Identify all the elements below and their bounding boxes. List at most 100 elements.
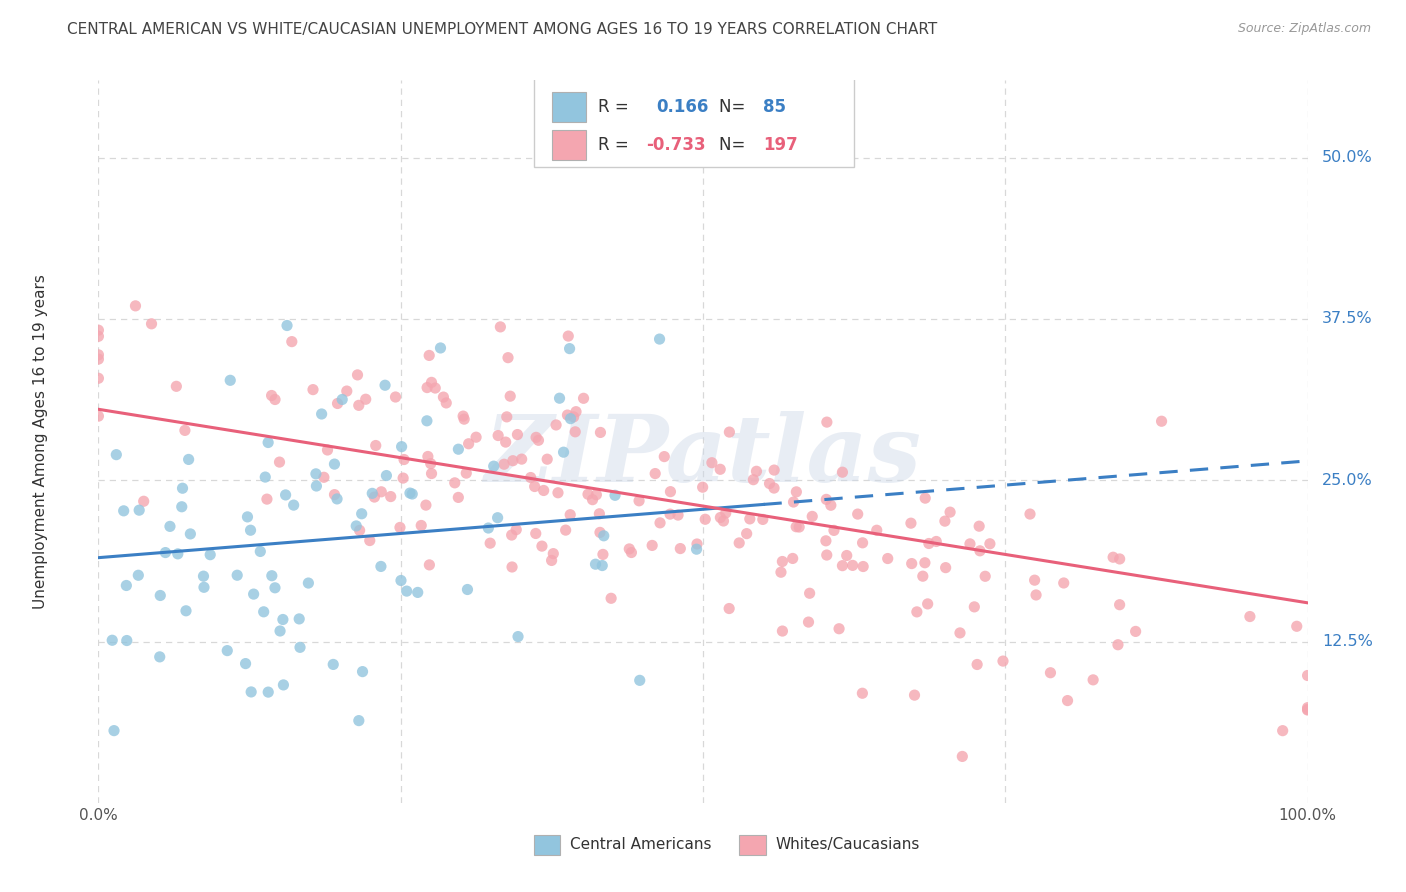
Point	[752, 512, 775, 526]
Point	[841, 558, 863, 573]
Point	[236, 509, 259, 524]
Text: 0.166: 0.166	[655, 98, 709, 116]
Text: -0.733: -0.733	[647, 136, 706, 154]
Point	[264, 392, 287, 407]
Text: 12.5%: 12.5%	[1322, 634, 1374, 649]
Point	[1053, 576, 1076, 591]
Point	[326, 396, 349, 410]
Point	[745, 464, 768, 478]
Point	[1102, 550, 1125, 565]
Point	[326, 491, 349, 506]
Point	[499, 389, 522, 403]
Point	[288, 612, 311, 626]
Point	[1108, 552, 1130, 566]
Point	[934, 514, 956, 528]
Point	[1125, 624, 1147, 639]
Point	[585, 558, 607, 572]
FancyBboxPatch shape	[534, 77, 855, 167]
Point	[465, 430, 488, 444]
Point	[312, 470, 335, 484]
Point	[276, 318, 298, 333]
Point	[380, 490, 402, 504]
Point	[127, 568, 149, 582]
Point	[406, 585, 429, 599]
Point	[738, 512, 761, 526]
Point	[501, 528, 523, 542]
Point	[349, 524, 371, 538]
Point	[785, 520, 807, 534]
Point	[565, 405, 588, 419]
Point	[149, 589, 172, 603]
Point	[742, 473, 765, 487]
Point	[198, 548, 221, 562]
Point	[620, 545, 643, 559]
Point	[432, 390, 454, 404]
Text: 25.0%: 25.0%	[1322, 473, 1372, 488]
Point	[560, 508, 582, 522]
Point	[1296, 668, 1319, 682]
Point	[603, 488, 626, 502]
Point	[253, 605, 276, 619]
Point	[346, 368, 368, 382]
Point	[659, 484, 682, 499]
Point	[165, 379, 187, 393]
Point	[557, 408, 579, 422]
Point	[911, 569, 934, 583]
Point	[457, 436, 479, 450]
Point	[652, 450, 675, 464]
Point	[391, 440, 413, 454]
Point	[350, 507, 373, 521]
Point	[399, 486, 422, 500]
Point	[502, 453, 524, 467]
Point	[770, 554, 793, 568]
Point	[914, 556, 936, 570]
Point	[384, 390, 406, 404]
FancyBboxPatch shape	[534, 835, 561, 855]
Point	[418, 348, 440, 362]
Point	[685, 542, 707, 557]
Point	[101, 633, 124, 648]
Point	[389, 574, 412, 588]
Point	[533, 483, 555, 498]
Point	[564, 425, 586, 439]
Point	[1056, 693, 1078, 707]
Point	[828, 622, 851, 636]
Text: R =: R =	[598, 136, 634, 154]
Point	[112, 504, 135, 518]
Point	[159, 519, 181, 533]
Point	[177, 452, 200, 467]
Point	[501, 560, 523, 574]
Point	[967, 519, 990, 533]
Point	[553, 445, 575, 459]
Point	[273, 678, 295, 692]
Point	[589, 525, 612, 540]
Point	[852, 559, 875, 574]
Point	[815, 492, 838, 507]
Point	[548, 391, 571, 405]
Text: ZIPatlas: ZIPatlas	[485, 411, 921, 501]
Point	[330, 392, 353, 407]
Point	[297, 576, 319, 591]
Point	[576, 487, 599, 501]
Point	[846, 507, 869, 521]
Point	[1296, 703, 1319, 717]
Point	[641, 538, 664, 552]
Point	[1039, 665, 1062, 680]
Point	[323, 457, 346, 471]
Point	[562, 409, 585, 424]
Point	[172, 481, 194, 495]
Point	[519, 470, 541, 484]
Text: Source: ZipAtlas.com: Source: ZipAtlas.com	[1237, 22, 1371, 36]
Point	[257, 685, 280, 699]
Point	[1271, 723, 1294, 738]
Point	[554, 523, 576, 537]
Point	[966, 657, 988, 672]
Point	[785, 484, 807, 499]
Point	[364, 438, 387, 452]
Point	[354, 392, 377, 407]
Point	[979, 537, 1001, 551]
Point	[242, 587, 264, 601]
Point	[974, 569, 997, 583]
Point	[799, 586, 821, 600]
Point	[770, 624, 793, 638]
